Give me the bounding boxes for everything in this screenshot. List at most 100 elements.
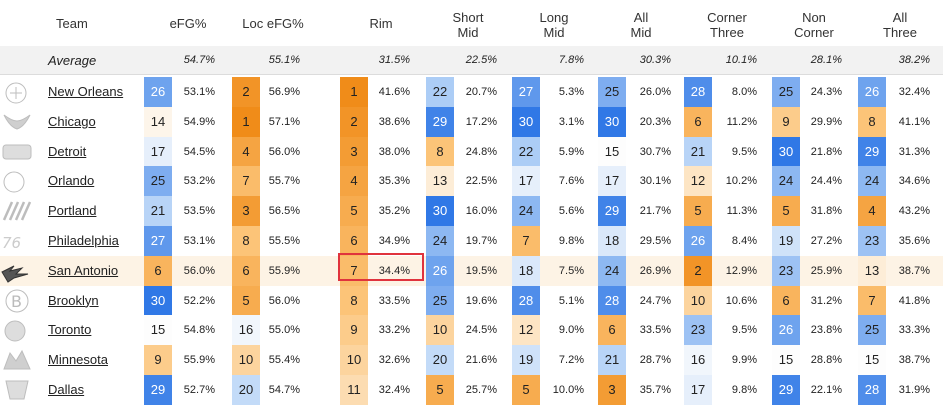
rank-cell[interactable]: 17 bbox=[144, 136, 172, 167]
value-cell[interactable]: 56.5% bbox=[268, 205, 300, 218]
rank-cell[interactable]: 5 bbox=[340, 196, 368, 227]
nets-logo-icon[interactable]: B bbox=[0, 288, 34, 314]
rank-cell[interactable]: 8 bbox=[232, 226, 260, 256]
value-cell[interactable]: 33.5% bbox=[639, 324, 671, 337]
rank-cell[interactable]: 29 bbox=[144, 375, 172, 405]
value-cell[interactable]: 33.5% bbox=[378, 294, 410, 307]
value-cell[interactable]: 8.0% bbox=[731, 86, 757, 98]
rank-cell[interactable]: 27 bbox=[512, 77, 540, 107]
table-row[interactable]: San Antonio 6 56.0% 6 55.9% 7 34.4% 26 19.5% 18 7.… bbox=[0, 255, 943, 286]
team-link[interactable]: Detroit bbox=[48, 143, 87, 159]
rank-cell[interactable]: 28 bbox=[512, 285, 540, 316]
value-cell[interactable]: 21.7% bbox=[639, 205, 671, 218]
value-cell[interactable]: 54.8% bbox=[183, 324, 215, 337]
rank-cell[interactable]: 14 bbox=[144, 106, 172, 137]
header-efg[interactable]: eFG% bbox=[169, 16, 207, 31]
team-link[interactable]: Dallas bbox=[48, 382, 85, 397]
team-link[interactable]: Toronto bbox=[48, 322, 92, 338]
rank-cell[interactable]: 15 bbox=[772, 345, 800, 376]
value-cell[interactable]: 11.3% bbox=[726, 205, 757, 218]
value-cell[interactable]: 9.5% bbox=[731, 145, 757, 158]
rank-cell[interactable]: 23 bbox=[772, 255, 800, 286]
rank-cell[interactable]: 24 bbox=[772, 166, 800, 197]
team-link[interactable]: Philadelphia bbox=[48, 233, 119, 248]
rank-cell[interactable]: 9 bbox=[340, 315, 368, 346]
value-cell[interactable]: 29.5% bbox=[639, 235, 671, 247]
rank-cell[interactable]: 30 bbox=[144, 285, 172, 316]
value-cell[interactable]: 31.3% bbox=[898, 145, 930, 158]
rank-cell[interactable]: 10 bbox=[340, 345, 368, 376]
rank-cell[interactable]: 6 bbox=[340, 226, 368, 256]
rank-cell[interactable]: 13 bbox=[858, 255, 886, 286]
value-cell[interactable]: 10.0% bbox=[552, 384, 584, 396]
value-cell[interactable]: 53.1% bbox=[183, 235, 215, 247]
rank-cell[interactable]: 18 bbox=[512, 255, 540, 286]
value-cell[interactable]: 57.1% bbox=[268, 115, 300, 128]
rank-cell[interactable]: 26 bbox=[144, 77, 172, 107]
value-cell[interactable]: 25.9% bbox=[810, 264, 842, 277]
rank-cell[interactable]: 25 bbox=[598, 77, 626, 107]
value-cell[interactable]: 9.9% bbox=[731, 354, 757, 367]
rank-cell[interactable]: 21 bbox=[684, 136, 712, 167]
raptors-logo-icon[interactable] bbox=[0, 317, 34, 343]
average-value[interactable]: 28.1% bbox=[810, 54, 842, 66]
value-cell[interactable]: 24.3% bbox=[810, 86, 842, 98]
value-cell[interactable]: 20.3% bbox=[639, 115, 671, 128]
team-link[interactable]: New Orleans bbox=[48, 84, 124, 99]
rank-cell[interactable]: 4 bbox=[858, 196, 886, 227]
rank-cell[interactable]: 29 bbox=[772, 375, 800, 405]
rank-cell[interactable]: 18 bbox=[598, 226, 626, 256]
header-short-mid[interactable]: Short Mid bbox=[452, 10, 484, 40]
rank-cell[interactable]: 10 bbox=[426, 315, 454, 346]
value-cell[interactable]: 7.5% bbox=[558, 264, 584, 277]
value-cell[interactable]: 54.5% bbox=[183, 145, 215, 158]
value-cell[interactable]: 38.7% bbox=[898, 354, 930, 367]
value-cell[interactable]: 38.0% bbox=[378, 145, 410, 158]
rank-cell[interactable]: 5 bbox=[232, 285, 260, 316]
value-cell[interactable]: 26.9% bbox=[639, 264, 671, 277]
value-cell[interactable]: 38.7% bbox=[898, 264, 930, 277]
sixers-logo-icon[interactable]: 76 bbox=[0, 228, 34, 254]
table-row[interactable]: Toronto 15 54.8% 16 55.0% 9 33.2% 10 24.5% 12 9.0%… bbox=[0, 315, 943, 346]
rank-cell[interactable]: 3 bbox=[340, 136, 368, 167]
rank-cell[interactable]: 7 bbox=[858, 285, 886, 316]
value-cell[interactable]: 20.7% bbox=[465, 86, 497, 98]
rank-cell[interactable]: 29 bbox=[858, 136, 886, 167]
value-cell[interactable]: 25.7% bbox=[465, 384, 497, 396]
rank-cell[interactable]: 28 bbox=[598, 285, 626, 316]
rank-cell[interactable]: 12 bbox=[684, 166, 712, 197]
rank-cell[interactable]: 8 bbox=[858, 106, 886, 137]
value-cell[interactable]: 12.9% bbox=[725, 264, 757, 277]
value-cell[interactable]: 30.7% bbox=[639, 145, 671, 158]
value-cell[interactable]: 9.0% bbox=[558, 324, 584, 337]
rank-cell[interactable]: 5 bbox=[426, 375, 454, 405]
rank-cell[interactable]: 3 bbox=[232, 196, 260, 227]
blazers-logo-icon[interactable] bbox=[0, 198, 34, 224]
value-cell[interactable]: 21.8% bbox=[810, 145, 842, 158]
value-cell[interactable]: 54.7% bbox=[268, 384, 300, 396]
rank-cell[interactable]: 19 bbox=[512, 345, 540, 376]
team-link[interactable]: Portland bbox=[48, 203, 97, 219]
value-cell[interactable]: 56.0% bbox=[268, 145, 300, 158]
value-cell[interactable]: 55.5% bbox=[268, 235, 300, 247]
rank-cell[interactable]: 25 bbox=[772, 77, 800, 107]
value-cell[interactable]: 56.9% bbox=[268, 86, 300, 98]
rank-cell[interactable]: 2 bbox=[684, 255, 712, 286]
value-cell[interactable]: 55.9% bbox=[268, 264, 300, 277]
average-value[interactable]: 38.2% bbox=[898, 54, 930, 66]
value-cell[interactable]: 32.4% bbox=[898, 86, 930, 98]
team-link[interactable]: Orlando bbox=[48, 173, 95, 189]
rank-cell[interactable]: 22 bbox=[426, 77, 454, 107]
table-row[interactable]: Detroit 17 54.5% 4 56.0% 3 38.0% 8 24.8% 22 5.9% 15… bbox=[0, 136, 943, 167]
rank-cell[interactable]: 4 bbox=[340, 166, 368, 197]
table-row[interactable]: Chicago 14 54.9% 1 57.1% 2 38.6% 29 17.2% 30 3.1% 3… bbox=[0, 106, 943, 137]
rank-cell[interactable]: 24 bbox=[426, 226, 454, 256]
value-cell[interactable]: 21.6% bbox=[465, 354, 497, 367]
rank-cell[interactable]: 19 bbox=[772, 226, 800, 256]
value-cell[interactable]: 7.6% bbox=[558, 175, 584, 188]
average-value[interactable]: 55.1% bbox=[268, 54, 300, 66]
pelicans-logo-icon[interactable] bbox=[0, 79, 34, 105]
value-cell[interactable]: 56.0% bbox=[268, 294, 300, 307]
rank-cell[interactable]: 2 bbox=[340, 106, 368, 137]
value-cell[interactable]: 32.4% bbox=[378, 384, 410, 396]
